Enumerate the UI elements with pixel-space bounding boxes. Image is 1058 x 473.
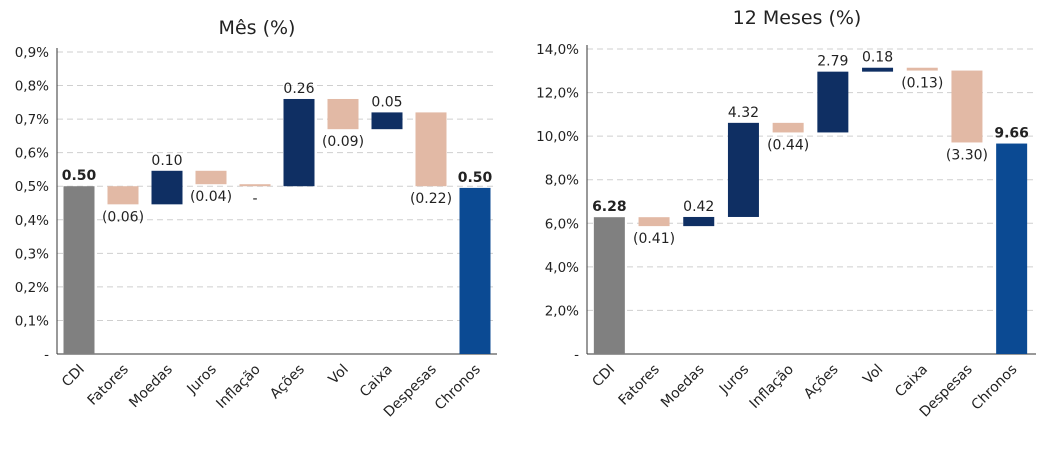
x-tick-label: Inflação xyxy=(213,362,263,412)
bar-chronos xyxy=(459,187,491,354)
bar-ações xyxy=(817,71,849,133)
y-tick-label: 0,3% xyxy=(15,246,49,262)
bar-despesas xyxy=(415,112,447,187)
data-label: (0.41) xyxy=(633,231,675,247)
y-tick-label: 4,0% xyxy=(545,260,579,276)
y-tick-label: 0,2% xyxy=(15,280,49,296)
bar-fatores xyxy=(107,186,139,205)
bar-vol xyxy=(862,67,894,72)
x-tick-label: Chronos xyxy=(432,362,484,414)
y-tick-label: 0,1% xyxy=(15,313,49,329)
data-label: 2.79 xyxy=(817,54,848,70)
x-tick-label: Vol xyxy=(326,362,352,388)
bar-inflação xyxy=(772,122,804,133)
y-tick-label: 0,6% xyxy=(15,146,49,162)
bar-caixa xyxy=(371,112,403,130)
x-tick-label: Fatores xyxy=(85,362,132,409)
y-tick-label: - xyxy=(574,347,579,363)
data-label: (0.09) xyxy=(322,134,364,150)
chart-title: Mês (%) xyxy=(219,17,296,39)
data-label: 0.10 xyxy=(151,153,182,169)
y-tick-label: 0,8% xyxy=(15,79,49,95)
data-label: 0.50 xyxy=(62,168,97,184)
x-tick-label: Ações xyxy=(801,362,842,403)
x-tick-label: Juros xyxy=(184,362,220,398)
y-tick-label: 6,0% xyxy=(545,216,579,232)
bar-fatores xyxy=(638,217,670,227)
y-tick-label: 14,0% xyxy=(536,42,579,58)
bar-inflação xyxy=(239,184,271,187)
data-label: - xyxy=(252,191,257,207)
data-label: (0.13) xyxy=(901,76,943,92)
bar-cdi xyxy=(63,186,95,354)
bar-moedas xyxy=(683,216,715,227)
y-tick-label: 2,0% xyxy=(545,303,579,319)
data-label: 0.18 xyxy=(862,50,893,66)
x-tick-label: Caixa xyxy=(892,362,931,401)
x-tick-label: Ações xyxy=(267,362,308,403)
bar-chronos xyxy=(996,143,1028,354)
x-tick-label: Vol xyxy=(860,362,886,388)
data-label: 4.32 xyxy=(728,105,759,121)
data-label: 9.66 xyxy=(994,126,1029,142)
data-label: (3.30) xyxy=(946,147,988,163)
y-tick-label: 8,0% xyxy=(545,173,579,189)
y-tick-label: 12,0% xyxy=(536,86,579,102)
bar-juros xyxy=(727,122,759,217)
x-tick-label: Caixa xyxy=(357,362,396,401)
x-tick-label: Juros xyxy=(716,362,752,398)
chart-title: 12 Meses (%) xyxy=(733,7,862,29)
data-label: (0.44) xyxy=(767,137,809,153)
bar-caixa xyxy=(906,67,938,71)
data-label: 6.28 xyxy=(592,199,627,215)
y-tick-label: 0,4% xyxy=(15,213,49,229)
x-tick-label: Inflação xyxy=(747,362,797,412)
bar-despesas xyxy=(951,70,983,143)
y-tick-label: 10,0% xyxy=(536,129,579,145)
data-label: (0.04) xyxy=(190,189,232,205)
data-label: 0.42 xyxy=(683,199,714,215)
chart-12-months: 12 Meses (%) - 2,0% 4,0% 6,0% 8,0% 10,0% 12,0% 1… xyxy=(536,7,1036,420)
chart-month: Mês (%) - 0,1% 0,2% 0,3% 0,4% 0,5% 0,6% 0,7% 0,8%… xyxy=(15,17,497,420)
y-tick-label: 0,9% xyxy=(15,45,49,61)
x-tick-label: Moedas xyxy=(126,362,176,412)
bar-ações xyxy=(283,98,315,187)
x-tick-label: Moedas xyxy=(658,362,708,412)
data-label: 0.26 xyxy=(283,81,314,97)
bar-juros xyxy=(195,170,227,185)
y-tick-label: - xyxy=(44,347,49,363)
x-tick-label: CDI xyxy=(59,362,88,391)
data-label: 0.50 xyxy=(458,170,493,186)
bar-moedas xyxy=(151,170,183,205)
bar-vol xyxy=(327,98,359,130)
bar-cdi xyxy=(593,217,625,354)
y-tick-label: 0,5% xyxy=(15,179,49,195)
x-tick-label: CDI xyxy=(589,362,618,391)
data-label: 0.05 xyxy=(371,94,402,110)
data-label: (0.06) xyxy=(102,209,144,225)
data-label: (0.22) xyxy=(410,191,452,207)
x-tick-label: Fatores xyxy=(616,362,663,409)
x-tick-label: Chronos xyxy=(969,362,1021,414)
y-tick-label: 0,7% xyxy=(15,112,49,128)
